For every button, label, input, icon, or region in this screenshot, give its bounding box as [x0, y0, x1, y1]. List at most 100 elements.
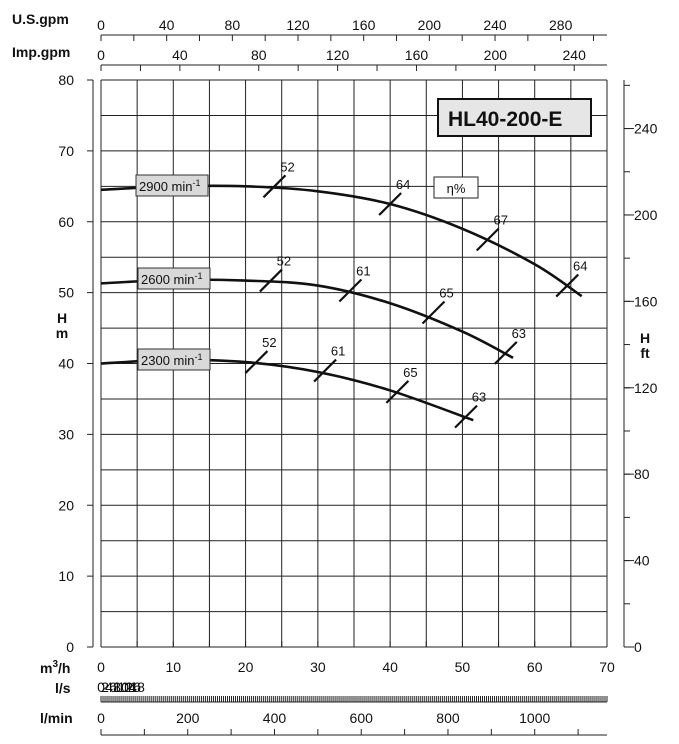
- svg-text:2900 min-1: 2900 min-1: [139, 178, 201, 194]
- h-m-tick-label: 80: [58, 72, 74, 88]
- ls-tick-label: 2: [101, 679, 109, 695]
- efficiency-mark-line: [555, 273, 580, 298]
- ls-tick-label: 14: [121, 679, 137, 695]
- efficiency-legend-box: [433, 176, 479, 199]
- lmin-tick-label: 0: [97, 710, 105, 726]
- efficiency-mark-line: [244, 350, 269, 374]
- efficiency-mark-line: [262, 174, 287, 199]
- m3h-tick-label: 60: [527, 659, 543, 675]
- h-ft-tick-label: 200: [634, 207, 658, 223]
- lmin-tick-label: 600: [350, 710, 374, 726]
- lmin-tick-label: 800: [436, 710, 460, 726]
- m3h-tick-label: 10: [165, 659, 181, 675]
- efficiency-mark-line: [385, 380, 410, 404]
- h-m-tick-label: 60: [58, 214, 74, 230]
- efficiency-mark-label: 64: [396, 177, 410, 192]
- usgpm-tick-label: 240: [483, 17, 507, 33]
- usgpm-tick-label: 120: [286, 17, 310, 33]
- m3h-tick-label: 50: [455, 659, 471, 675]
- chart-title: HL40-200-E: [448, 108, 562, 131]
- speed-label-2300: 2300 min-1: [137, 348, 211, 371]
- efficiency-mark-line: [454, 404, 478, 429]
- h-m-tick-label: 20: [58, 497, 74, 513]
- h-m-tick-label: 0: [66, 639, 74, 655]
- ls-tick-label: 18: [129, 679, 145, 695]
- usgpm-tick-label: 280: [549, 17, 573, 33]
- h-m-tick-label: 50: [58, 285, 74, 301]
- h-ft-tick-label: 0: [634, 639, 642, 655]
- usgpm-tick-label: 200: [418, 17, 442, 33]
- impgpm-tick-label: 0: [97, 47, 105, 63]
- impgpm-tick-label: 120: [326, 47, 350, 63]
- efficiency-mark-label: 63: [512, 326, 526, 341]
- usgpm-tick-label: 0: [97, 17, 105, 33]
- impgpm-tick-label: 40: [172, 47, 188, 63]
- speed-label-2900: 2900 min-1: [135, 174, 209, 197]
- m3h-tick-label: 0: [97, 659, 105, 675]
- h-ft-tick-label: 120: [634, 380, 658, 396]
- efficiency-mark-line: [259, 268, 283, 293]
- efficiency-mark-label: 52: [262, 335, 276, 350]
- efficiency-mark-label: 52: [280, 159, 294, 174]
- svg-text:2600 min-1: 2600 min-1: [141, 271, 203, 287]
- efficiency-mark-line: [494, 341, 518, 365]
- efficiency-mark-label: 61: [331, 344, 345, 359]
- efficiency-mark-label: 67: [493, 212, 507, 227]
- h-ft-tick-label: 40: [634, 553, 650, 569]
- svg-text:2300 min-1: 2300 min-1: [141, 352, 203, 368]
- ls-tick-label: 8: [113, 679, 121, 695]
- m3h-tick-label: 20: [238, 659, 254, 675]
- usgpm-axis-label: U.S.gpm: [12, 11, 69, 27]
- efficiency-mark-label: 65: [403, 365, 417, 380]
- h-m-axis-label-top: H: [57, 310, 67, 326]
- m3h-tick-label: 70: [599, 659, 615, 675]
- usgpm-tick-label: 80: [225, 17, 241, 33]
- lmin-tick-label: 200: [176, 710, 200, 726]
- efficiency-mark-label: 65: [439, 285, 453, 300]
- impgpm-tick-label: 160: [405, 47, 429, 63]
- h-m-tick-label: 10: [58, 568, 74, 584]
- impgpm-axis-label: Imp.gpm: [12, 44, 70, 60]
- impgpm-tick-label: 240: [563, 47, 587, 63]
- efficiency-mark-label: 52: [277, 254, 291, 269]
- lmin-tick-label: 400: [263, 710, 287, 726]
- ls-tick-label: 6: [109, 679, 117, 695]
- usgpm-tick-label: 40: [159, 17, 175, 33]
- h-m-tick-label: 70: [58, 143, 74, 159]
- speed-label-2600: 2600 min-1: [137, 267, 211, 290]
- lmin-axis-label: l/min: [40, 710, 73, 726]
- ls-axis-label: l/s: [55, 680, 71, 696]
- efficiency-mark-line: [378, 192, 402, 216]
- efficiency-mark-line: [338, 278, 363, 303]
- impgpm-tick-label: 80: [251, 47, 267, 63]
- ls-tick-label: 16: [125, 679, 141, 695]
- ls-tick-label: 4: [105, 679, 113, 695]
- efficiency-mark-label: 61: [356, 263, 370, 278]
- h-ft-axis-label-bottom: ft: [640, 345, 650, 361]
- h-ft-tick-label: 160: [634, 293, 658, 309]
- efficiency-legend-label: η%: [447, 181, 466, 196]
- title-box: [437, 98, 592, 137]
- m3h-tick-label: 40: [382, 659, 398, 675]
- ls-tick-label: 0: [97, 679, 105, 695]
- usgpm-tick-label: 160: [352, 17, 376, 33]
- m3h-tick-label: 30: [310, 659, 326, 675]
- lmin-tick-label: 1000: [519, 710, 550, 726]
- efficiency-mark-label: 64: [573, 259, 587, 274]
- efficiency-mark-line: [421, 300, 446, 325]
- h-m-tick-label: 30: [58, 426, 74, 442]
- h-ft-axis-label-top: H: [640, 330, 650, 346]
- h-ft-tick-label: 80: [634, 466, 650, 482]
- impgpm-tick-label: 200: [484, 47, 508, 63]
- h-m-tick-label: 40: [58, 356, 74, 372]
- efficiency-mark-line: [475, 227, 500, 252]
- plot-grid: [100, 79, 608, 648]
- ls-tick-label: 12: [117, 679, 133, 695]
- efficiency-mark-line: [313, 358, 337, 383]
- m3h-axis-label: m3/h: [40, 659, 70, 676]
- h-ft-tick-label: 240: [634, 121, 658, 137]
- efficiency-mark-label: 63: [472, 390, 486, 405]
- efficiency-marks: 52 64 67 64 52 61 65 63 52 61 65 63: [244, 159, 587, 429]
